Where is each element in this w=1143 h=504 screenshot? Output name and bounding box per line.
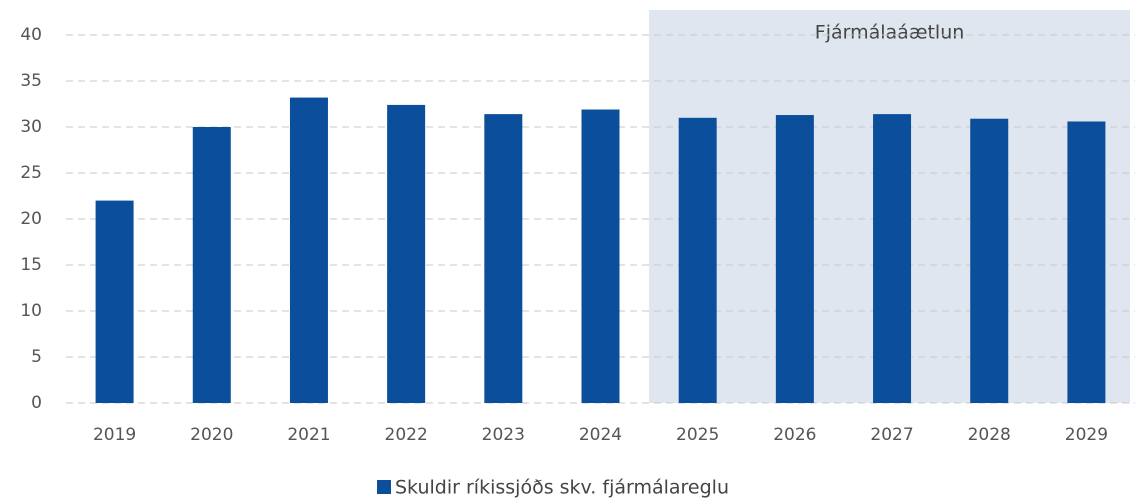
y-tick-label: 25 (20, 163, 42, 183)
bar (484, 114, 523, 404)
forecast-label: Fjármálaáætlun (815, 22, 965, 44)
x-tick-label: 2021 (287, 425, 330, 445)
x-tick-label: 2020 (190, 425, 233, 445)
x-tick-label: 2019 (93, 425, 136, 445)
bar (192, 127, 231, 403)
y-tick-label: 35 (20, 71, 42, 91)
x-tick-label: 2028 (968, 425, 1011, 445)
bar (95, 200, 134, 403)
x-tick-label: 2029 (1065, 425, 1108, 445)
y-tick-label: 5 (31, 347, 42, 367)
x-tick-label: 2025 (676, 425, 719, 445)
x-tick-label: 2027 (870, 425, 913, 445)
bar (678, 117, 717, 404)
y-tick-label: 40 (20, 25, 42, 45)
y-tick-label: 20 (20, 209, 42, 229)
bar (387, 104, 426, 404)
legend-swatch (377, 480, 391, 494)
x-tick-label: 2022 (385, 425, 428, 445)
bar (873, 114, 912, 404)
y-tick-label: 0 (31, 393, 42, 413)
bar (1067, 121, 1106, 403)
x-tick-label: 2023 (482, 425, 525, 445)
legend-label: Skuldir ríkissjóðs skv. fjármálareglu (395, 477, 729, 499)
y-tick-label: 10 (20, 301, 42, 321)
y-tick-label: 30 (20, 117, 42, 137)
x-tick-label: 2024 (579, 425, 622, 445)
bar (581, 109, 620, 404)
x-tick-label: 2026 (773, 425, 816, 445)
bar (289, 97, 328, 403)
bar (775, 115, 814, 403)
y-tick-label: 15 (20, 255, 42, 275)
bar (970, 118, 1009, 403)
